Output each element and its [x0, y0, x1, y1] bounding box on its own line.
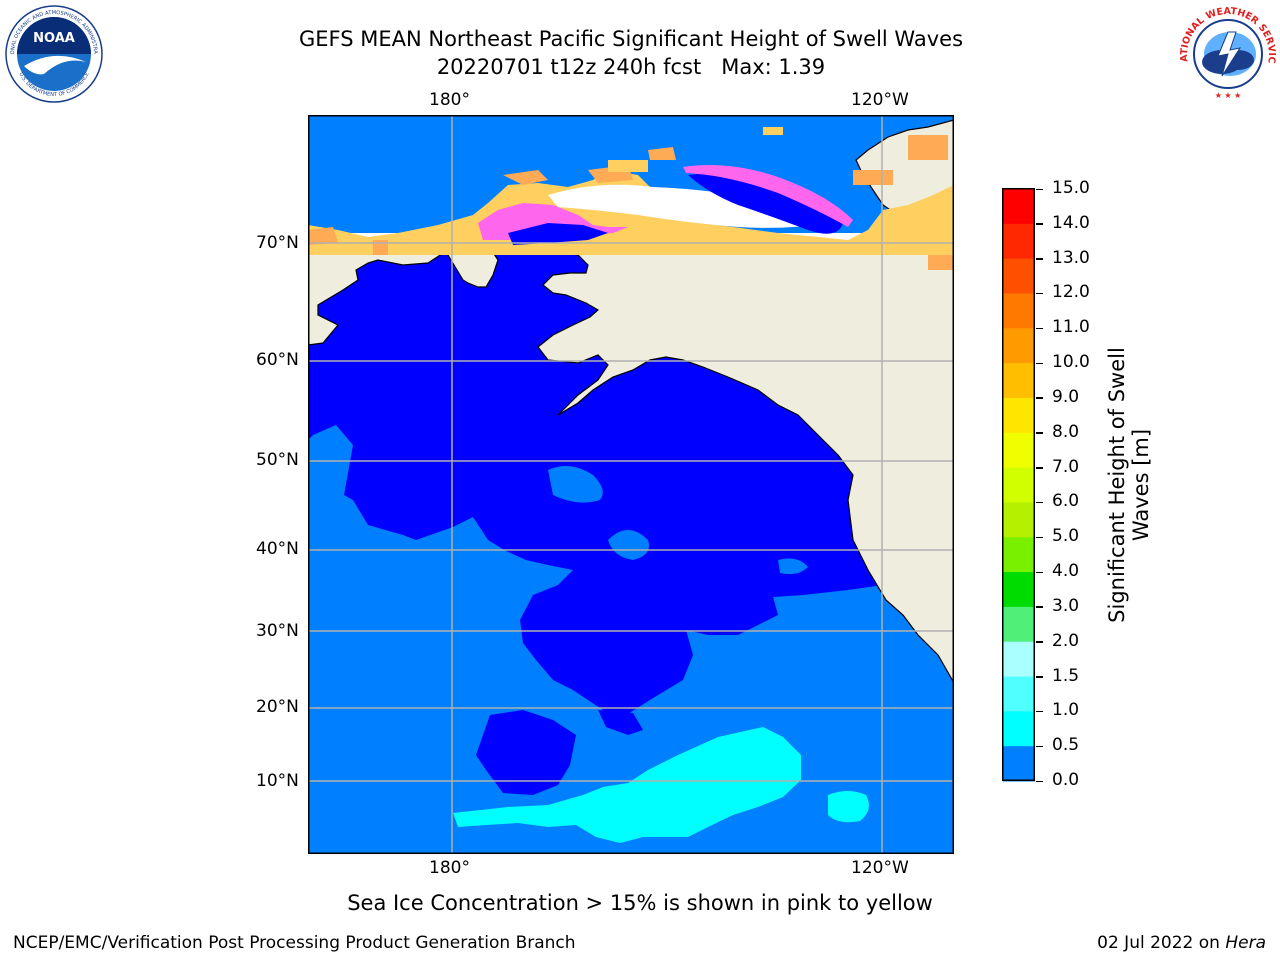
colorbar-label: 8.0 — [1052, 421, 1080, 442]
lat-tick-70n: 70°N — [256, 233, 299, 253]
colorbar-block — [1003, 258, 1035, 294]
colorbar-block — [1003, 676, 1035, 712]
swell-mid-patch-1 — [548, 466, 603, 503]
colorbar-tick — [1036, 467, 1043, 469]
sea-ice-note: Sea Ice Concentration > 15% is shown in … — [347, 891, 933, 915]
colorbar-tick — [1036, 780, 1043, 782]
swell-low-south-tail — [598, 710, 643, 735]
colorbar-tick — [1036, 362, 1043, 365]
colorbar-title-line1: Significant Height of Swell — [1105, 347, 1129, 623]
colorbar-block — [1003, 537, 1035, 573]
colorbar-tick — [1036, 223, 1043, 225]
colorbar-label: 11.0 — [1052, 317, 1090, 338]
lat-tick-50n: 50°N — [256, 450, 299, 470]
colorbar-label: 0.0 — [1052, 770, 1080, 790]
colorbar-tick — [1036, 292, 1043, 295]
footer-branch: NCEP/EMC/Verification Post Processing Pr… — [13, 933, 576, 953]
colorbar-label: 12.0 — [1052, 282, 1090, 303]
colorbar-label: 1.0 — [1052, 700, 1080, 721]
colorbar-label: 13.0 — [1052, 247, 1090, 268]
colorbar-label: 9.0 — [1052, 386, 1080, 407]
chart-title-line1: GEFS MEAN Northeast Pacific Significant … — [298, 27, 964, 51]
bottom-tick-120w: 120°W — [851, 858, 909, 878]
colorbar-block — [1003, 572, 1035, 608]
lat-tick-10n: 10°N — [256, 771, 299, 791]
colorbar-block — [1003, 711, 1035, 747]
colorbar-tick — [1036, 745, 1043, 748]
colorbar-tick — [1036, 501, 1043, 504]
colorbar-block — [1003, 641, 1035, 678]
top-tick-180: 180° — [429, 90, 470, 110]
top-tick-120w: 120°W — [851, 90, 909, 110]
bottom-tick-180: 180° — [429, 858, 470, 878]
colorbar-label: 5.0 — [1052, 526, 1080, 547]
colorbar-label: 3.0 — [1052, 595, 1080, 616]
lat-tick-40n: 40°N — [256, 539, 299, 559]
colorbar-block — [1003, 223, 1035, 260]
swell-cyan-region — [453, 727, 801, 843]
colorbar-title: Significant Height of Swell Waves [m] — [1105, 325, 1153, 645]
colorbar-block — [1003, 328, 1035, 364]
colorbar-block — [1003, 397, 1035, 434]
colorbar-tick — [1036, 432, 1043, 434]
colorbar-label: 6.0 — [1052, 491, 1080, 512]
colorbar-block — [1003, 432, 1035, 469]
swell-mid-patch-3 — [778, 558, 808, 575]
colorbar-tick — [1036, 606, 1043, 608]
colorbar-block — [1003, 293, 1035, 329]
swell-cyan-island — [828, 791, 869, 823]
colorbar-block — [1003, 189, 1035, 225]
colorbar-tick — [1036, 327, 1043, 330]
colorbar-tick — [1036, 536, 1043, 539]
colorbar — [1002, 188, 1035, 782]
colorbar-tick — [1036, 188, 1043, 190]
footer-date: 02 Jul 2022 on Hera — [1097, 933, 1266, 953]
lat-tick-60n: 60°N — [256, 350, 299, 370]
colorbar-title-line2: Waves [m] — [1129, 428, 1153, 542]
footer-date-text: 02 Jul 2022 on — [1097, 933, 1226, 953]
colorbar-block — [1003, 746, 1035, 782]
colorbar-label: 15.0 — [1052, 178, 1090, 198]
colorbar-label: 14.0 — [1052, 212, 1090, 233]
lat-tick-20n: 20°N — [256, 697, 299, 717]
colorbar-block — [1003, 363, 1035, 399]
nws-logo: NATIONAL WEATHER SERVICE ★ ★ ★ — [1178, 4, 1277, 102]
colorbar-tick — [1036, 710, 1043, 713]
colorbar-tick — [1036, 676, 1043, 678]
swell-mid-patch-2 — [608, 530, 649, 560]
colorbar-tick — [1036, 258, 1043, 260]
swell-low-south — [476, 710, 576, 795]
colorbar-tick — [1036, 641, 1043, 643]
svg-text:★ ★ ★: ★ ★ ★ — [1215, 91, 1242, 100]
colorbar-label: 7.0 — [1052, 456, 1080, 477]
colorbar-label: 1.5 — [1052, 665, 1080, 686]
sea-ice-band — [308, 127, 954, 270]
colorbar-tick — [1036, 397, 1043, 399]
map-gridlines — [308, 115, 954, 854]
colorbar-block — [1003, 502, 1035, 538]
colorbar-label: 2.0 — [1052, 630, 1080, 651]
colorbar-block — [1003, 606, 1035, 643]
chart-title-line2: 20220701 t12z 240h fcst Max: 1.39 — [436, 55, 826, 79]
noaa-logo-text: NOAA — [33, 31, 75, 46]
map-panel — [308, 115, 954, 854]
colorbar-tick — [1036, 571, 1043, 574]
lat-tick-30n: 30°N — [256, 621, 299, 641]
noaa-logo: NOAA NATIONAL OCEANIC AND ATMOSPHERIC AD… — [4, 4, 103, 103]
colorbar-label: 4.0 — [1052, 561, 1080, 582]
colorbar-label: 0.5 — [1052, 735, 1080, 756]
colorbar-label: 10.0 — [1052, 352, 1090, 373]
colorbar-block — [1003, 467, 1035, 503]
footer-host: Hera — [1225, 933, 1266, 953]
